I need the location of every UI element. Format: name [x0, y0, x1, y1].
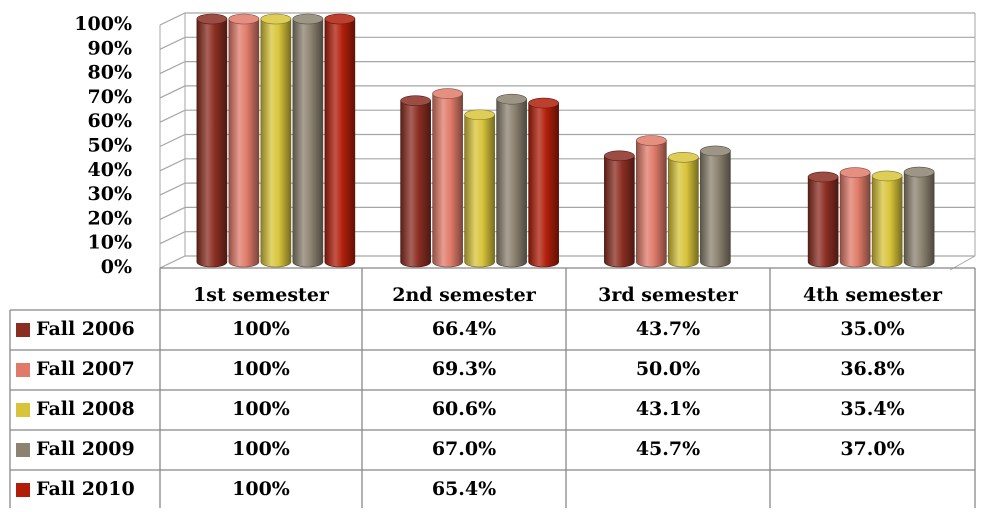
table-cell: 45.7% [636, 438, 700, 460]
y-tick-label: 10% [88, 232, 133, 254]
table-cell: 67.0% [432, 438, 496, 460]
legend-label: Fall 2008 [36, 398, 135, 420]
legend-key [16, 363, 30, 377]
cylinder [228, 18, 260, 268]
table-cell: 43.7% [636, 318, 700, 340]
cylinder-top [528, 97, 559, 109]
grid-line [159, 85, 975, 99]
table-cell: 100% [232, 438, 290, 460]
y-tick-label: 40% [88, 159, 133, 181]
table-cell: 69.3% [432, 358, 496, 380]
grid-line [159, 36, 975, 50]
legend-key [16, 443, 30, 457]
table-cell: 100% [232, 318, 290, 340]
cylinder [196, 18, 228, 268]
table-cell: 43.1% [636, 398, 700, 420]
cylinder-top [839, 167, 871, 178]
table-cell: 65.4% [432, 478, 496, 500]
cylinder [636, 140, 667, 268]
cylinder [528, 102, 559, 268]
table-cell: 35.0% [840, 318, 904, 340]
y-tick-label: 0% [101, 256, 132, 278]
cylinder [839, 172, 871, 268]
cylinder [260, 18, 292, 268]
cylinder-top [400, 95, 431, 106]
table-cell: 100% [232, 358, 290, 380]
column-header: 2nd semester [392, 284, 536, 306]
legend-key [16, 483, 30, 497]
cylinder [496, 98, 527, 268]
cylinder [464, 114, 495, 268]
y-tick-label: 30% [88, 183, 133, 205]
cylinder [807, 176, 839, 268]
y-tick-label: 60% [88, 110, 133, 132]
column-header: 1st semester [193, 284, 330, 306]
cylinder-top [807, 171, 839, 183]
cylinder [292, 18, 324, 268]
table-cell: 50.0% [636, 358, 700, 380]
y-tick-label: 90% [88, 37, 133, 59]
cylinder [668, 156, 699, 268]
cylinder-top [228, 13, 260, 25]
table-cell: 60.6% [432, 398, 496, 420]
cylinder-top [464, 109, 495, 121]
column-header: 4th semester [803, 284, 943, 306]
table-cell: 37.0% [840, 438, 904, 460]
cylinder [871, 175, 903, 268]
cylinder-top [636, 135, 667, 146]
cylinder-top [260, 13, 292, 25]
table-cell: 100% [232, 478, 290, 500]
cylinder-top [432, 88, 463, 99]
cylinder [324, 18, 356, 268]
table-cell: 35.4% [840, 398, 904, 420]
cylinder-top [903, 166, 935, 178]
cylinder [400, 100, 431, 268]
cylinder-top [496, 93, 527, 105]
legend-key [16, 403, 30, 417]
cylinder-top [668, 151, 699, 163]
legend-label: Fall 2010 [36, 478, 135, 500]
y-tick-label: 80% [88, 62, 133, 84]
legend-label: Fall 2009 [36, 438, 135, 460]
cylinder [432, 93, 463, 268]
legend-label: Fall 2006 [36, 318, 135, 340]
grid-line [159, 12, 975, 26]
cylinder-top [292, 13, 324, 25]
legend-key [16, 323, 30, 337]
grid-line [159, 60, 975, 75]
table-cell: 66.4% [432, 318, 496, 340]
column-header: 3rd semester [598, 284, 739, 306]
table-cell: 100% [232, 398, 290, 420]
y-tick-label: 50% [88, 135, 133, 157]
cylinder [604, 155, 635, 268]
legend-label: Fall 2007 [36, 358, 135, 380]
cylinder-top [604, 150, 635, 162]
cylinder [903, 171, 935, 268]
grid-line [159, 133, 975, 148]
y-tick-label: 20% [88, 207, 133, 229]
cylinder-top [196, 13, 228, 25]
y-tick-label: 100% [74, 13, 132, 35]
grid-line [159, 109, 975, 123]
cylinder-top [871, 170, 903, 182]
cylinder-top [700, 145, 731, 157]
y-tick-label: 70% [88, 86, 133, 108]
table-cell: 36.8% [840, 358, 904, 380]
cylinder-top [324, 13, 356, 25]
cylinder [700, 150, 731, 268]
